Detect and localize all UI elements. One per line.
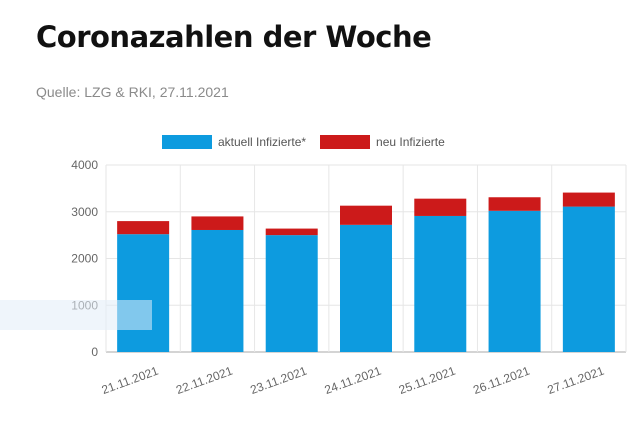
x-tick-label: 25.11.2021 bbox=[397, 364, 458, 398]
chart-legend: aktuell Infizierte* neu Infizierte bbox=[162, 135, 459, 149]
bar-active bbox=[340, 224, 392, 352]
bar-new bbox=[340, 205, 392, 225]
y-tick-label: 4000 bbox=[71, 158, 98, 172]
overlay-panel bbox=[0, 300, 152, 330]
bar-active bbox=[265, 235, 318, 352]
legend-swatch-active bbox=[162, 135, 212, 149]
legend-label-new: neu Infizierte bbox=[376, 135, 445, 149]
bar-active bbox=[488, 210, 541, 352]
bar-new bbox=[191, 216, 244, 230]
y-tick-label: 3000 bbox=[71, 205, 98, 219]
legend-item-new[interactable]: neu Infizierte bbox=[320, 135, 445, 149]
bar-active bbox=[414, 215, 467, 352]
bar-new bbox=[265, 228, 318, 236]
bar-new bbox=[414, 198, 467, 216]
bar-active bbox=[117, 234, 170, 352]
page-title: Coronazahlen der Woche bbox=[36, 20, 432, 54]
legend-label-active: aktuell Infizierte* bbox=[218, 135, 307, 149]
bar-new bbox=[488, 197, 541, 211]
legend-item-active[interactable]: aktuell Infizierte* bbox=[162, 135, 306, 149]
x-tick-label: 21.11.2021 bbox=[100, 364, 161, 398]
x-tick-label: 27.11.2021 bbox=[545, 364, 606, 398]
x-tick-label: 26.11.2021 bbox=[471, 364, 532, 398]
bar-active bbox=[191, 229, 244, 352]
x-tick-label: 22.11.2021 bbox=[174, 364, 235, 398]
bar-new bbox=[562, 192, 615, 207]
y-tick-label: 0 bbox=[91, 345, 98, 359]
y-tick-label: 2000 bbox=[71, 252, 98, 266]
x-tick-label: 23.11.2021 bbox=[248, 364, 309, 398]
x-tick-label: 24.11.2021 bbox=[323, 364, 384, 398]
source-note: Quelle: LZG & RKI, 27.11.2021 bbox=[36, 84, 229, 100]
bar-new bbox=[117, 221, 170, 235]
bar-active bbox=[562, 206, 615, 352]
legend-swatch-new bbox=[320, 135, 371, 149]
